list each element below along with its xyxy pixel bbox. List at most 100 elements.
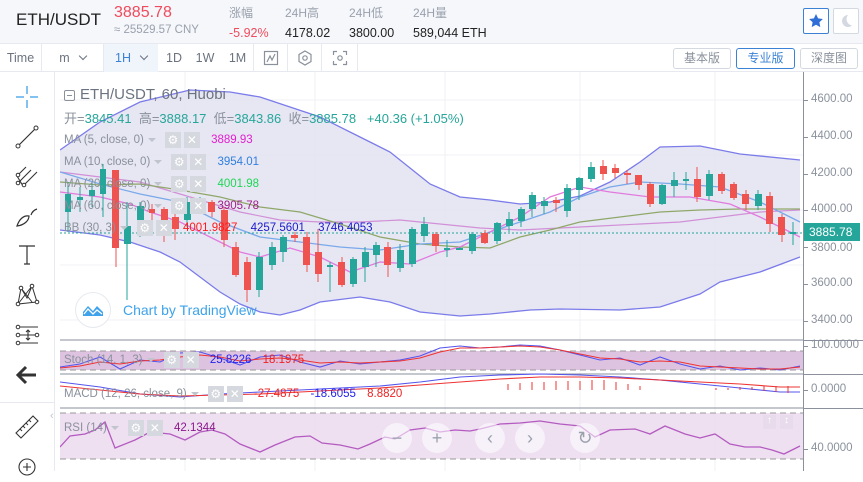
gear-icon[interactable]: ⚙ <box>164 132 181 148</box>
tradingview-watermark[interactable]: Chart by TradingView <box>75 292 257 328</box>
collapse-toolbar-icon[interactable]: ‹ <box>50 410 54 422</box>
chevron-down-icon[interactable] <box>154 204 163 208</box>
chevron-down-icon[interactable] <box>147 138 156 142</box>
stat-label: 24H量 <box>413 6 448 20</box>
close-icon[interactable]: ✕ <box>226 386 243 402</box>
close-icon[interactable]: ✕ <box>190 154 207 170</box>
version-depth[interactable]: 深度图 <box>800 48 858 69</box>
gear-icon[interactable]: ⚙ <box>136 220 153 236</box>
chevron-down-icon[interactable] <box>119 226 128 230</box>
minute-dropdown[interactable]: m <box>42 44 104 72</box>
rsi-axis-label: 40.0000 <box>811 442 853 454</box>
stat-change: 涨幅 -5.92% <box>229 4 269 40</box>
hour-dropdown[interactable]: 1H <box>104 44 158 72</box>
macd-axis-label: 0.0000 <box>811 383 847 395</box>
chart-type-button[interactable] <box>254 44 288 72</box>
chevron-down-icon[interactable] <box>110 426 119 430</box>
axis-label: 4600.00 <box>811 93 853 105</box>
indicator-macd[interactable]: MACD (12, 26, close, 9) ⚙ ✕ -27.4875 -18.6… <box>64 386 402 402</box>
stoch-k-value: 25.8226 <box>209 354 252 367</box>
brush-icon <box>16 208 38 227</box>
indicator-stoch[interactable]: Stoch (14, 1, 3) ⚙ ✕ 25.8226 18.1975 <box>64 352 304 368</box>
interval-1w[interactable]: 1W <box>195 51 215 65</box>
scroll-right-button[interactable]: › <box>515 423 545 453</box>
close-icon[interactable]: ✕ <box>183 132 200 148</box>
indicator-name: BB (30, 3) <box>64 222 116 235</box>
zoom-in-tool[interactable] <box>10 452 44 482</box>
stat-value: 589,044 ETH <box>413 26 487 40</box>
interval-1m[interactable]: 1M <box>222 44 254 72</box>
gear-icon[interactable]: ⚙ <box>163 352 180 368</box>
prediction-tool[interactable] <box>10 320 44 350</box>
hour-dropdown-label: 1H <box>115 51 131 65</box>
gear-icon[interactable]: ⚙ <box>127 420 144 436</box>
chevron-down-icon[interactable] <box>146 358 155 362</box>
indicator-rsi[interactable]: RSI (14) ⚙ ✕ 42.1344 <box>64 420 216 436</box>
crosshair-tool[interactable] <box>10 82 44 112</box>
maximize-pane-button[interactable]: ↕ <box>780 415 793 429</box>
chevron-down-icon[interactable] <box>154 182 163 186</box>
chevron-down-icon[interactable] <box>154 160 163 164</box>
indicator-value: 3889.93 <box>211 134 253 147</box>
indicators-button[interactable] <box>288 44 322 72</box>
collapse-legend-icon[interactable] <box>64 89 75 101</box>
last-price-tag: 3885.78 <box>804 223 860 241</box>
gear-icon[interactable]: ⚙ <box>207 386 224 402</box>
close-icon[interactable]: ✕ <box>190 176 207 192</box>
back-tool[interactable] <box>10 360 44 390</box>
ruler-tool[interactable] <box>10 412 44 442</box>
indicator-icon <box>297 50 312 66</box>
drawing-toolbar: ‹ <box>0 72 55 476</box>
fullscreen-button[interactable] <box>322 44 358 72</box>
minus-icon: − <box>391 427 403 448</box>
chevron-down-icon[interactable] <box>190 392 199 396</box>
arrow-up-icon: ↑ <box>767 415 772 426</box>
zoom-out-button[interactable]: − <box>382 423 412 453</box>
pitchfork-tool[interactable] <box>10 162 44 192</box>
theme-toggle-button[interactable] <box>833 8 859 34</box>
version-pro[interactable]: 专业版 <box>736 48 795 69</box>
indicator-value: 3954.01 <box>217 156 260 169</box>
reset-chart-button[interactable]: ↻ <box>570 423 600 453</box>
close-icon[interactable]: ✕ <box>146 420 163 436</box>
close-icon[interactable]: ✕ <box>155 220 172 236</box>
gear-icon[interactable]: ⚙ <box>171 198 188 214</box>
close-icon[interactable]: ✕ <box>182 352 199 368</box>
indicator-ma5[interactable]: MA (5, close, 0) ⚙ ✕ 3889.93 <box>64 132 253 148</box>
chart-type-icon <box>263 50 278 66</box>
scroll-left-button[interactable]: ‹ <box>475 423 505 453</box>
gear-icon[interactable]: ⚙ <box>171 176 188 192</box>
prediction-icon <box>15 324 40 346</box>
indicator-name: MA (10, close, 0) <box>64 156 151 169</box>
text-icon <box>19 245 35 265</box>
close-icon[interactable]: ✕ <box>190 198 207 214</box>
move-pane-up-button[interactable]: ↑ <box>763 415 776 429</box>
chart-canvas[interactable]: ETH/USDT, 60, Huobi 开=3845.41 高=3888.17 … <box>59 72 803 471</box>
tradingview-icon <box>83 306 103 316</box>
watermark-text: Chart by TradingView <box>123 302 257 318</box>
price-axis[interactable]: 4600.00 4400.00 4200.00 4000.00 3800.00 … <box>803 72 863 471</box>
stat-low: 24H低 3800.00 <box>349 4 394 40</box>
gear-icon[interactable]: ⚙ <box>171 154 188 170</box>
trend-line-tool[interactable] <box>10 122 44 152</box>
reset-icon: ↻ <box>577 427 593 448</box>
indicator-bb[interactable]: BB (30, 3) ⚙ ✕ 4001.9827 4257.5601 3746.40… <box>64 220 373 236</box>
stoch-axis-label: 100.0000 <box>811 339 859 351</box>
indicator-ma20[interactable]: MA (20, close, 0) ⚙ ✕ 4001.98 <box>64 176 259 192</box>
zoom-in-button[interactable]: + <box>422 423 452 453</box>
text-tool[interactable] <box>10 240 44 270</box>
stat-label: 24H低 <box>349 6 384 20</box>
indicator-name: MA (20, close, 0) <box>64 178 151 191</box>
price-chart[interactable] <box>59 72 803 471</box>
last-price: 3885.78 <box>114 4 172 21</box>
version-basic[interactable]: 基本版 <box>673 48 731 69</box>
favorite-button[interactable] <box>803 8 829 34</box>
indicator-value: 3905.78 <box>217 200 260 213</box>
interval-1d[interactable]: 1D <box>166 51 182 65</box>
tradingview-logo <box>75 292 111 328</box>
plus-icon: + <box>431 427 443 448</box>
indicator-ma10[interactable]: MA (10, close, 0) ⚙ ✕ 3954.01 <box>64 154 259 170</box>
pattern-tool[interactable] <box>10 280 44 310</box>
brush-tool[interactable] <box>10 202 44 232</box>
indicator-ma60[interactable]: MA (60, close, 0) ⚙ ✕ 3905.78 <box>64 198 259 214</box>
